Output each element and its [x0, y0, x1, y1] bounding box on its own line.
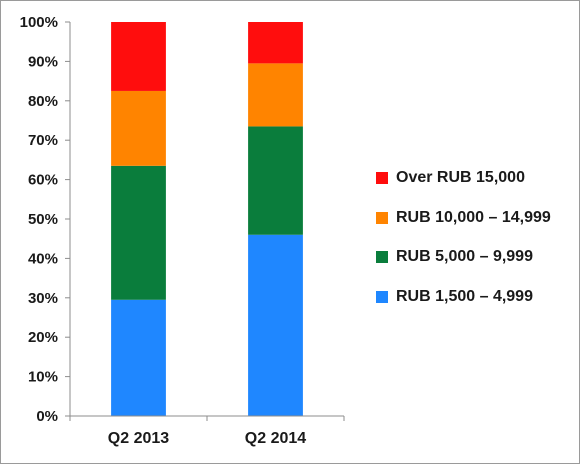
y-axis: 0% 10% 20% 30% 40% 50% 60% 70% 80% 90% 100% [20, 14, 71, 425]
legend-item: RUB 5,000 – 9,999 [376, 247, 551, 267]
x-tick-label: Q2 2013 [108, 430, 169, 447]
legend-label: RUB 5,000 – 9,999 [396, 248, 533, 265]
legend-label: RUB 1,500 – 4,999 [396, 287, 533, 305]
y-tick-label: 90% [28, 53, 58, 70]
bar-segment-1-3 [248, 22, 303, 64]
bar-segment-0-3 [111, 22, 166, 91]
x-tick-label: Q2 2014 [245, 430, 306, 447]
bar-segment-1-2 [248, 63, 303, 127]
legend-item: RUB 10,000 – 14,999 [376, 208, 551, 228]
x-axis: Q2 2013 Q2 2014 [69, 415, 345, 447]
bar-segment-1-0 [248, 234, 303, 416]
y-tick-label: 60% [28, 172, 58, 189]
y-tick-label: 70% [28, 132, 58, 149]
legend-label: RUB 10,000 – 14,999 [396, 208, 551, 226]
bar-segment-0-0 [111, 299, 166, 416]
legend-swatch [376, 211, 388, 224]
y-tick-label: 50% [28, 211, 58, 228]
y-tick-label: 20% [28, 329, 58, 346]
legend-swatch [376, 172, 388, 184]
bar-segment-0-1 [111, 165, 166, 300]
y-tick-label: 80% [28, 93, 58, 110]
legend-swatch [376, 251, 388, 263]
y-tick-label: 40% [28, 250, 58, 267]
legend-label: Over RUB 15,000 [396, 169, 525, 186]
legend-item: RUB 1,500 – 4,999 [376, 287, 551, 307]
bar-segment-0-2 [111, 90, 166, 166]
legend: Over RUB 15,000 RUB 10,000 – 14,999 RUB 5,… [376, 168, 551, 326]
y-tick-label: 0% [36, 408, 58, 425]
y-tick-label: 30% [28, 290, 58, 307]
bar-segment-1-1 [248, 126, 303, 235]
y-tick-label: 100% [20, 14, 58, 31]
y-tick-label: 10% [28, 369, 58, 386]
legend-item: Over RUB 15,000 [376, 168, 551, 188]
legend-swatch [376, 290, 388, 303]
bars [111, 22, 303, 416]
